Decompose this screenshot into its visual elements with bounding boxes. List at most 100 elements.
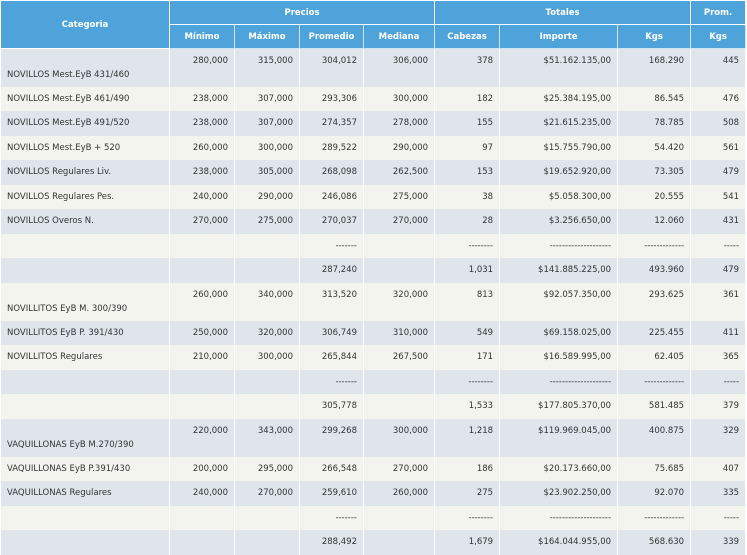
value-cell: -------------------- [499, 369, 619, 394]
value-cell: 476 [690, 86, 747, 111]
category-cell: VAQUILLONAS EyB M.270/390 [0, 418, 170, 457]
value-cell: 225.455 [617, 320, 692, 345]
value-cell: $141.885.225,00 [499, 258, 619, 283]
value-cell: 293,306 [299, 86, 364, 111]
value-cell: $3.256.650,00 [499, 209, 619, 234]
value-cell: 280,000 [169, 48, 235, 87]
value-cell: 581.485 [617, 394, 692, 419]
value-cell [234, 505, 300, 530]
value-cell: 54.420 [617, 135, 692, 160]
value-cell: ----- [690, 505, 747, 530]
value-cell: 270,000 [169, 209, 235, 234]
value-cell: ------- [299, 233, 364, 258]
value-cell: 259,610 [299, 481, 364, 506]
value-cell: $21.615.235,00 [499, 111, 619, 136]
category-cell [0, 530, 170, 555]
value-cell: 246,086 [299, 184, 364, 209]
value-cell: 431 [690, 209, 747, 234]
value-cell: 568.630 [617, 530, 692, 555]
value-cell: 274,357 [299, 111, 364, 136]
header-cell: Prom. [690, 0, 747, 25]
value-cell: $20.173.660,00 [499, 456, 619, 481]
category-cell: NOVILLITOS Regulares [0, 345, 170, 370]
value-cell: 290,000 [234, 184, 300, 209]
value-cell: 307,000 [234, 86, 300, 111]
value-cell: -------- [434, 505, 501, 530]
value-cell: 238,000 [169, 160, 235, 185]
table-row: NOVILLITOS EyB P. 391/430 250,000 320,000 3… [0, 320, 747, 345]
value-cell [362, 505, 436, 530]
value-cell: 238,000 [169, 111, 235, 136]
value-cell [234, 369, 300, 394]
value-cell: 479 [690, 160, 747, 185]
header-cell: Importe [499, 24, 619, 49]
value-cell: 411 [690, 320, 747, 345]
value-cell: $16.589.995,00 [499, 345, 619, 370]
value-cell: -------------------- [499, 505, 619, 530]
value-cell: 339 [690, 530, 747, 555]
value-cell: 238,000 [169, 86, 235, 111]
value-cell: 343,000 [234, 418, 300, 457]
value-cell: 73.305 [617, 160, 692, 185]
value-cell: $119.969.045,00 [499, 418, 619, 457]
value-cell: 320,000 [234, 320, 300, 345]
value-cell: -------- [434, 233, 501, 258]
category-cell [0, 394, 170, 419]
value-cell: 12.060 [617, 209, 692, 234]
value-cell: 306,000 [362, 48, 436, 87]
value-cell: 210,000 [169, 345, 235, 370]
value-cell [234, 233, 300, 258]
value-cell: 38 [434, 184, 501, 209]
value-cell: 287,240 [299, 258, 364, 283]
value-cell: 295,000 [234, 456, 300, 481]
value-cell: 305,000 [234, 160, 300, 185]
value-cell: 220,000 [169, 418, 235, 457]
value-cell: 240,000 [169, 481, 235, 506]
value-cell: 299,268 [299, 418, 364, 457]
value-cell: -------------------- [499, 233, 619, 258]
value-cell: 153 [434, 160, 501, 185]
value-cell: 260,000 [169, 282, 235, 321]
value-cell: 92.070 [617, 481, 692, 506]
table-row: NOVILLOS Regulares Pes. 240,000 290,000 246… [0, 184, 747, 209]
header-cell: Categoria [0, 0, 170, 49]
value-cell: 275,000 [234, 209, 300, 234]
category-cell: NOVILLOS Mest.EyB 491/520 [0, 111, 170, 136]
value-cell: ------------- [617, 233, 692, 258]
value-cell: 1,031 [434, 258, 501, 283]
category-cell: NOVILLOS Overos N. [0, 209, 170, 234]
value-cell: 78.785 [617, 111, 692, 136]
value-cell: 275,000 [362, 184, 436, 209]
value-cell [169, 233, 235, 258]
value-cell: 378 [434, 48, 501, 87]
value-cell: 20.555 [617, 184, 692, 209]
value-cell: -------- [434, 369, 501, 394]
value-cell [169, 505, 235, 530]
value-cell: $19.652.920,00 [499, 160, 619, 185]
table-row: NOVILLOS Mest.EyB 461/490 238,000 307,000 2… [0, 86, 747, 111]
value-cell: 75.685 [617, 456, 692, 481]
value-cell: 445 [690, 48, 747, 87]
value-cell: 62.405 [617, 345, 692, 370]
category-cell: NOVILLOS Mest.EyB + 520 [0, 135, 170, 160]
table-row: 288,492 1,679 $164.044.955,00 568.630 339 [0, 530, 747, 555]
value-cell: 240,000 [169, 184, 235, 209]
table-row: NOVILLOS Mest.EyB 431/460 280,000 315,000 3… [0, 48, 747, 87]
value-cell: $23.902.250,00 [499, 481, 619, 506]
table-row: VAQUILLONAS EyB M.270/390 220,000 343,000 2… [0, 418, 747, 457]
value-cell: 379 [690, 394, 747, 419]
value-cell: ------------- [617, 369, 692, 394]
value-cell: 320,000 [362, 282, 436, 321]
value-cell: ----- [690, 369, 747, 394]
table-row: VAQUILLONAS EyB P.391/430 200,000 295,000 2… [0, 456, 747, 481]
value-cell: 1,218 [434, 418, 501, 457]
value-cell: 315,000 [234, 48, 300, 87]
category-cell: NOVILLITOS EyB M. 300/390 [0, 282, 170, 321]
value-cell: 262,500 [362, 160, 436, 185]
category-cell: NOVILLOS Regulares Liv. [0, 160, 170, 185]
value-cell: 155 [434, 111, 501, 136]
value-cell: 168.290 [617, 48, 692, 87]
value-cell: 97 [434, 135, 501, 160]
value-cell: 1,533 [434, 394, 501, 419]
header-cell: Cabezas [434, 24, 501, 49]
